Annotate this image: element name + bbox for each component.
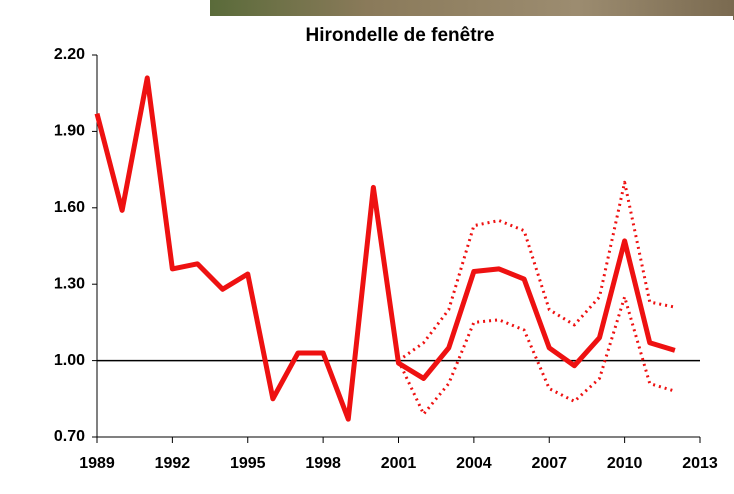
y-tick-label: 2.20 xyxy=(54,46,85,63)
chart-title: Hirondelle de fenêtre xyxy=(306,25,495,46)
y-tick-label: 1.00 xyxy=(54,352,85,369)
x-tick-label: 1998 xyxy=(305,455,341,472)
x-tick-label: 2004 xyxy=(456,455,492,472)
x-tick-label: 2010 xyxy=(607,455,643,472)
y-tick-label: 0.70 xyxy=(54,428,85,445)
x-tick-label: 2013 xyxy=(682,455,718,472)
x-tick-label: 2007 xyxy=(531,455,567,472)
x-tick-label: 2001 xyxy=(381,455,417,472)
x-tick-label: 1992 xyxy=(155,455,191,472)
chart: Hirondelle de fenêtre 0.70 1.00 1.30 1.60 1.… xyxy=(0,0,734,494)
x-tick-label: 1995 xyxy=(230,455,266,472)
y-tick-label: 1.60 xyxy=(54,199,85,216)
x-tick-label: 1989 xyxy=(79,455,115,472)
y-tick-label: 1.90 xyxy=(54,123,85,140)
y-tick-label: 1.30 xyxy=(54,275,85,292)
